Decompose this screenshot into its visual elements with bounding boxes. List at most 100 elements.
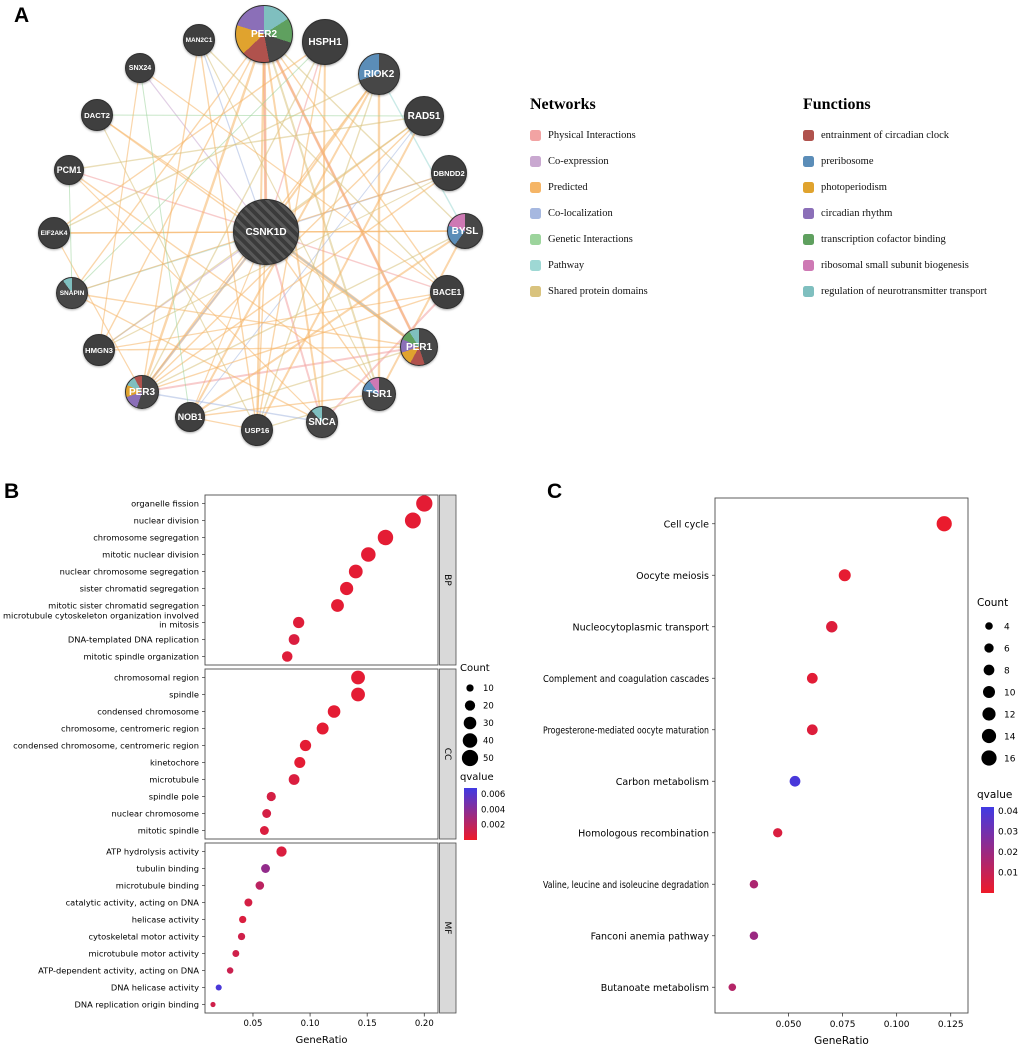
- qvalue-tick-label: 0.02: [998, 848, 1018, 858]
- network-edge: [256, 115, 425, 431]
- y-axis-label: DNA replication origin binding: [75, 1000, 199, 1010]
- network-edge: [96, 114, 425, 117]
- facet-strip-cc: [439, 668, 457, 840]
- y-axis-label: microtubule binding: [116, 881, 199, 891]
- network-legend-swatch: [530, 208, 541, 219]
- data-point: [276, 846, 287, 857]
- network-edge: [68, 169, 323, 423]
- network-edge: [198, 39, 258, 431]
- count-legend-dot: [462, 733, 478, 748]
- count-legend-dot: [464, 700, 476, 711]
- function-legend-item: photoperiodism: [803, 182, 987, 193]
- facet-panel-bp: [204, 494, 439, 666]
- count-legend-dot: [461, 749, 479, 767]
- network-edge: [68, 169, 73, 294]
- x-tick-label: 0.100: [884, 1020, 910, 1030]
- node-tsr1: TSR1: [362, 377, 396, 411]
- data-point: [826, 621, 838, 633]
- data-point: [288, 634, 300, 645]
- network-edge: [140, 32, 266, 394]
- data-point: [262, 809, 272, 818]
- data-point: [806, 724, 818, 736]
- data-point: [340, 581, 354, 596]
- y-axis-label: chromosome segregation: [93, 533, 199, 543]
- network-edge: [96, 114, 258, 431]
- data-point: [210, 1001, 216, 1008]
- panel-c-label: C: [547, 480, 563, 503]
- y-axis-label: mitotic sister chromatid segregation: [48, 601, 199, 611]
- legend-functions-items: entrainment of circadian clock preribosom…: [803, 130, 987, 297]
- node-snx24: SNX24: [125, 53, 155, 83]
- function-legend-swatch: [803, 286, 814, 297]
- network-edge: [141, 41, 326, 393]
- node-bysl: BYSL: [447, 213, 483, 249]
- function-legend-item: transcription cofactor binding: [803, 234, 987, 245]
- y-axis-label: Homologous recombination: [578, 828, 709, 839]
- network-edge: [53, 73, 380, 234]
- network-legend-swatch: [530, 286, 541, 297]
- facet-strip-label: MF: [442, 922, 452, 935]
- network-legend-swatch: [530, 260, 541, 271]
- network-legend-item: Co-expression: [530, 156, 648, 167]
- y-axis-label: chromosome, centromeric region: [61, 724, 199, 734]
- node-man2c1: MAN2C1: [183, 24, 215, 56]
- node-label: NOB1: [177, 412, 203, 422]
- y-axis-label: mitotic spindle: [138, 826, 199, 836]
- y-axis-label: tubulin binding: [137, 864, 199, 874]
- legend-networks-title: Networks: [530, 96, 596, 113]
- node-label: TSR1: [366, 388, 392, 400]
- data-point: [936, 516, 952, 532]
- node-label: CSNK1D: [245, 226, 287, 238]
- network-edge: [71, 292, 420, 348]
- data-point: [404, 512, 421, 529]
- y-axis-label: Oocyte meiosis: [636, 571, 709, 582]
- network-edge: [68, 169, 267, 233]
- y-axis-label: Cell cycle: [664, 519, 709, 530]
- node-hsph1: HSPH1: [302, 19, 348, 65]
- function-legend-swatch: [803, 260, 814, 271]
- qvalue-tick-label: 0.004: [481, 805, 505, 815]
- x-tick-label: 0.15: [358, 1019, 377, 1029]
- count-legend-value: 16: [1004, 755, 1016, 765]
- count-legend-value: 4: [1004, 623, 1010, 633]
- x-tick-label: 0.05: [244, 1019, 263, 1029]
- network-edge: [378, 73, 466, 232]
- qvalue-legend-title: qvalue: [977, 789, 1012, 801]
- network-legend-label: Genetic Interactions: [548, 234, 633, 245]
- node-label: BACE1: [432, 287, 462, 297]
- legend-functions: Functions entrainment of circadian clock…: [803, 96, 987, 312]
- node-usp16: USP16: [241, 414, 273, 446]
- network-edge: [71, 33, 265, 294]
- data-point: [351, 687, 365, 702]
- data-point: [749, 880, 759, 889]
- count-legend-value: 40: [483, 737, 494, 747]
- qvalue-tick-label: 0.002: [481, 821, 505, 831]
- y-axis-label: spindle pole: [149, 792, 199, 802]
- data-point: [266, 791, 276, 802]
- count-legend-dot: [466, 684, 474, 692]
- network-legend-item: Co-localization: [530, 208, 648, 219]
- network-edge: [68, 169, 380, 395]
- y-axis-label: chromosomal region: [114, 673, 199, 683]
- y-axis-label: condensed chromosome: [97, 707, 199, 717]
- y-axis-label: ATP-dependent activity, acting on DNA: [38, 966, 199, 976]
- node-riok2: RIOK2: [358, 53, 400, 95]
- count-legend-value: 8: [1004, 667, 1010, 677]
- network-edge: [141, 346, 420, 393]
- function-legend-label: transcription cofactor binding: [821, 234, 946, 245]
- node-label: EIF2AK4: [40, 229, 68, 237]
- y-axis-label: nuclear division: [134, 516, 199, 526]
- data-point: [259, 826, 269, 835]
- data-point: [288, 774, 300, 785]
- node-label: RAD51: [407, 110, 441, 122]
- function-legend-swatch: [803, 156, 814, 167]
- legend-networks-items: Physical Interactions Co-expression Predic…: [530, 130, 648, 297]
- data-point: [232, 950, 240, 957]
- node-label: HSPH1: [308, 36, 342, 48]
- go-dotplot: BP organelle fission nuclear division chrom…: [3, 494, 505, 1046]
- data-point: [239, 915, 247, 924]
- network-edge: [189, 393, 380, 418]
- node-snapin: SNAPIN: [56, 277, 88, 309]
- y-axis-label: Valine, leucine and isoleucine degradati…: [543, 880, 709, 891]
- count-legend-dot: [463, 716, 477, 730]
